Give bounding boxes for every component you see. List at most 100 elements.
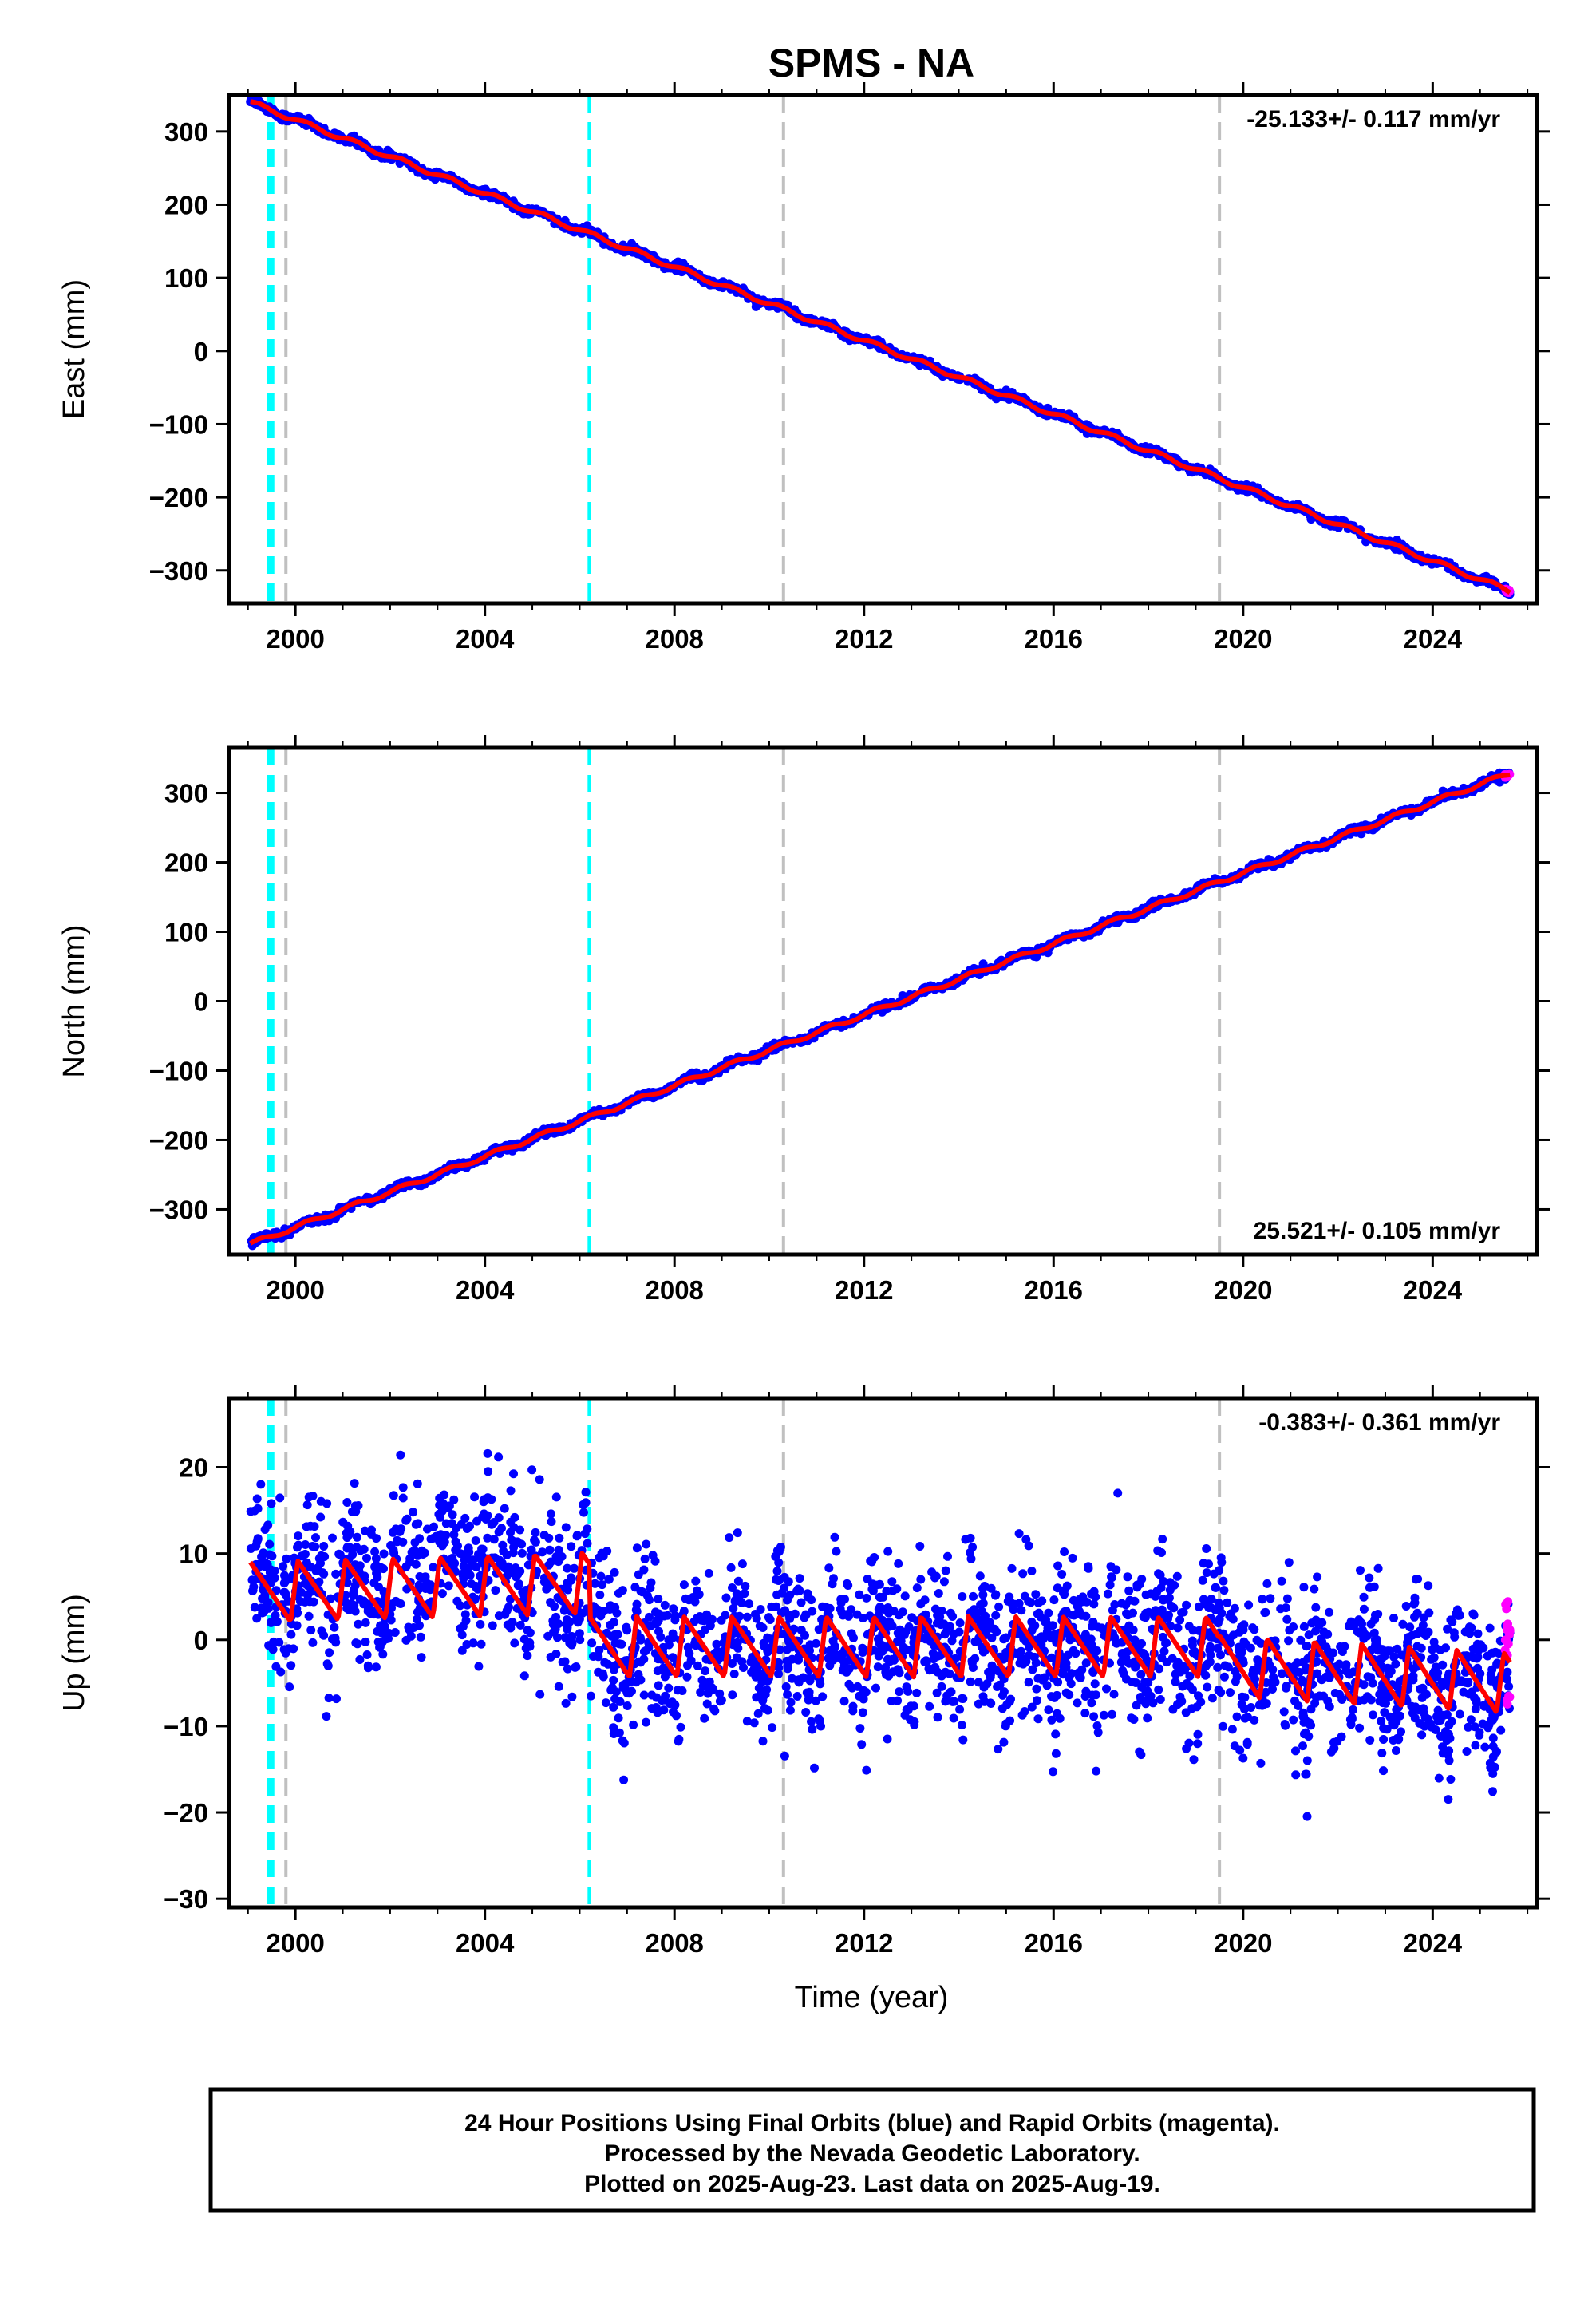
x-tick-label: 2000 bbox=[266, 624, 324, 654]
final-orbit-point bbox=[580, 1529, 590, 1539]
rate-label: 25.521+/- 0.105 mm/yr bbox=[1254, 1218, 1501, 1244]
final-orbit-point bbox=[462, 1640, 472, 1649]
final-orbit-point bbox=[1379, 1735, 1389, 1744]
final-orbit-point bbox=[749, 1718, 759, 1728]
final-orbit-point bbox=[1277, 1669, 1286, 1678]
final-orbit-point bbox=[781, 1682, 791, 1691]
final-orbit-point bbox=[571, 1662, 581, 1671]
final-orbit-point bbox=[1299, 1583, 1309, 1592]
final-orbit-point bbox=[1060, 1547, 1069, 1556]
final-orbit-point bbox=[1051, 1729, 1061, 1739]
final-orbit-point bbox=[745, 1599, 754, 1609]
x-tick-label: 2008 bbox=[645, 1275, 703, 1305]
y-tick-label: −300 bbox=[149, 556, 208, 586]
y-tick-label: −200 bbox=[149, 483, 208, 512]
final-orbit-point bbox=[563, 1563, 572, 1573]
final-orbit-point bbox=[701, 1625, 710, 1634]
final-orbit-point bbox=[1033, 1714, 1043, 1724]
final-orbit-point bbox=[728, 1690, 737, 1700]
final-orbit-point bbox=[350, 1479, 359, 1488]
final-orbit-point bbox=[1024, 1678, 1033, 1687]
final-orbit-point bbox=[709, 1704, 718, 1713]
final-orbit-point bbox=[1219, 1721, 1228, 1731]
final-orbit-point bbox=[676, 1722, 685, 1732]
final-orbit-point bbox=[855, 1724, 865, 1733]
final-orbit-point bbox=[583, 1539, 592, 1548]
final-orbit-point bbox=[1471, 1705, 1480, 1714]
final-orbit-point bbox=[818, 1692, 828, 1701]
final-orbit-point bbox=[324, 1694, 334, 1703]
final-orbit-point bbox=[360, 1526, 369, 1535]
final-orbit-point bbox=[286, 1630, 296, 1639]
north-panel: 2000 2004 2008 2012 2016 2020 2024−300−200−100… bbox=[57, 735, 1550, 1305]
final-orbit-point bbox=[1355, 1723, 1365, 1733]
final-orbit-point bbox=[561, 1523, 571, 1532]
final-orbit-point bbox=[883, 1547, 893, 1556]
final-orbit-point bbox=[640, 1554, 650, 1563]
y-tick-label: 100 bbox=[164, 263, 208, 293]
plot-frame bbox=[227, 93, 1539, 606]
final-orbit-point bbox=[398, 1483, 408, 1492]
final-orbit-point bbox=[595, 1590, 605, 1599]
final-orbit-point bbox=[423, 1524, 432, 1534]
final-orbit-point bbox=[404, 1622, 413, 1632]
final-orbit-point bbox=[267, 1499, 276, 1508]
final-orbit-point bbox=[248, 1586, 258, 1595]
final-orbit-point bbox=[702, 1699, 712, 1709]
final-orbit-point bbox=[1359, 1592, 1369, 1602]
final-orbit-point bbox=[361, 1618, 370, 1627]
final-orbit-point bbox=[1005, 1716, 1015, 1725]
final-orbit-point bbox=[808, 1725, 817, 1734]
final-orbit-point bbox=[1068, 1553, 1077, 1563]
final-orbit-point bbox=[591, 1579, 600, 1588]
final-orbit-point bbox=[1189, 1755, 1199, 1765]
final-orbit-point bbox=[639, 1690, 649, 1700]
y-tick-label: 300 bbox=[164, 779, 208, 808]
final-orbit-point bbox=[364, 1663, 373, 1673]
final-orbit-point bbox=[1434, 1773, 1444, 1783]
final-orbit-point bbox=[895, 1687, 904, 1697]
final-orbit-point bbox=[309, 1597, 318, 1607]
final-orbit-point bbox=[596, 1571, 606, 1581]
final-orbit-point bbox=[1110, 1600, 1120, 1609]
final-orbit-point bbox=[1092, 1766, 1101, 1776]
x-tick-label: 2024 bbox=[1404, 1275, 1463, 1305]
final-orbit-point bbox=[1102, 1684, 1111, 1694]
final-orbit-point bbox=[378, 1650, 388, 1659]
final-orbit-point bbox=[554, 1545, 563, 1555]
final-orbit-point bbox=[916, 1575, 926, 1584]
final-orbit-point bbox=[304, 1611, 314, 1621]
east-panel: 2000 2004 2008 2012 2016 2020 2024−300−200−100… bbox=[57, 82, 1550, 654]
final-orbit-point bbox=[660, 1600, 670, 1610]
final-orbit-point bbox=[1049, 1767, 1058, 1777]
final-orbit-point bbox=[955, 1618, 965, 1628]
x-tick-label: 2024 bbox=[1404, 624, 1463, 654]
y-tick-label: −300 bbox=[149, 1195, 208, 1224]
final-orbit-point bbox=[810, 1763, 819, 1773]
model-fit-line bbox=[249, 99, 1511, 595]
final-orbit-point bbox=[567, 1692, 577, 1701]
final-orbit-point bbox=[999, 1737, 1009, 1747]
final-orbit-point bbox=[494, 1452, 504, 1462]
final-orbits-series bbox=[246, 1448, 1515, 1821]
y-tick-label: 200 bbox=[164, 190, 208, 219]
final-orbit-point bbox=[1017, 1606, 1026, 1615]
final-orbit-point bbox=[370, 1547, 380, 1556]
final-orbit-point bbox=[1389, 1614, 1398, 1622]
final-orbit-point bbox=[622, 1701, 632, 1710]
final-orbit-point bbox=[922, 1656, 930, 1666]
final-orbit-point bbox=[978, 1607, 987, 1616]
final-orbit-point bbox=[994, 1602, 1004, 1611]
final-orbit-point bbox=[539, 1531, 549, 1540]
final-orbit-point bbox=[824, 1563, 834, 1573]
final-orbit-point bbox=[1047, 1715, 1057, 1725]
final-orbit-point bbox=[1483, 1651, 1492, 1661]
final-orbit-point bbox=[1049, 1595, 1059, 1605]
final-orbit-point bbox=[1099, 1710, 1108, 1720]
final-orbit-point bbox=[476, 1619, 485, 1629]
plot-area bbox=[247, 748, 1515, 1255]
final-orbit-point bbox=[1488, 1787, 1497, 1796]
final-orbit-point bbox=[978, 1647, 988, 1657]
final-orbit-point bbox=[1053, 1678, 1063, 1687]
